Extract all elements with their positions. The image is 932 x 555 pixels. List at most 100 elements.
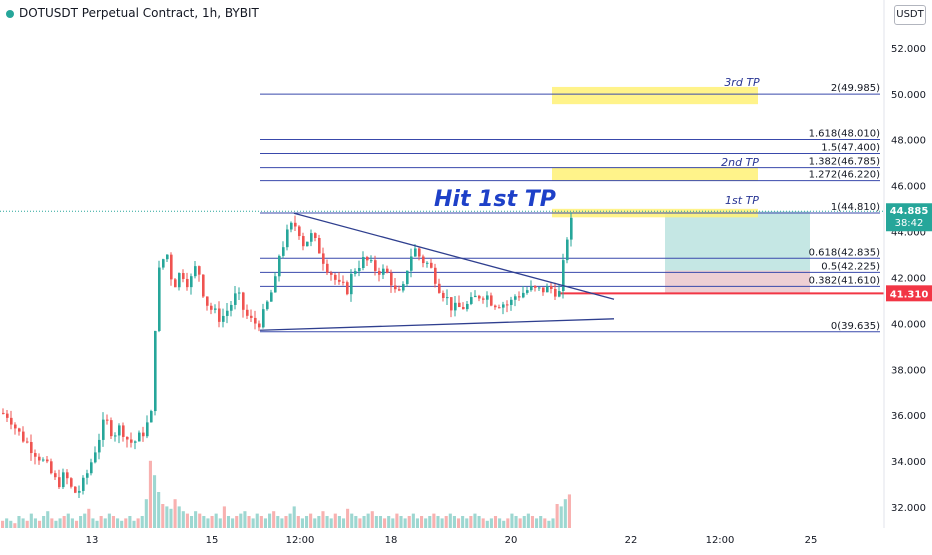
fib-label: 1.618(48.010) — [809, 129, 881, 140]
candle-body — [434, 267, 437, 284]
volume-bar — [522, 516, 526, 528]
volume-bar — [140, 516, 144, 528]
candle-body — [418, 248, 421, 257]
volume-bar — [535, 518, 539, 528]
volume-bar — [333, 513, 337, 528]
volume-bar — [415, 518, 420, 528]
volume-bar — [461, 516, 465, 528]
candle-body — [6, 413, 9, 418]
candle-body — [350, 273, 353, 295]
candle-body — [54, 473, 57, 478]
volume-bar — [9, 520, 13, 528]
volume-bar — [157, 492, 161, 528]
candle-body — [218, 308, 221, 322]
volume-bar — [563, 499, 567, 528]
headline-annotation: Hit 1st TP — [434, 187, 556, 212]
candle-body — [498, 307, 501, 309]
volume-bar — [272, 511, 276, 528]
volume-bar — [177, 506, 181, 528]
upper-trendline — [293, 212, 615, 300]
candle-body — [198, 266, 201, 275]
volume-bar — [440, 518, 444, 528]
candle-body — [182, 273, 185, 279]
candle-body — [546, 286, 549, 293]
candle-body — [290, 222, 293, 230]
y-tick-label: 40.000 — [891, 319, 926, 330]
candle-body — [174, 279, 177, 288]
volume-bar — [5, 518, 9, 528]
volume-bar — [206, 518, 210, 528]
labels-layer: 0(39.635) 0.382(41.610) 0.5(42.225) 0.618(4… — [434, 76, 880, 332]
candle-body — [230, 304, 233, 311]
volume-bar — [132, 520, 136, 528]
candle-body — [30, 442, 33, 454]
fib-label: 1.382(46.785) — [809, 157, 881, 168]
x-tick-label: 22 — [625, 535, 638, 546]
candle-body — [306, 241, 309, 247]
volume-bar — [547, 520, 551, 528]
candle-body — [150, 411, 153, 423]
volume-bar — [33, 518, 37, 528]
candle-body — [410, 256, 413, 271]
candle-body — [502, 304, 505, 308]
candle-body — [134, 441, 137, 443]
candle-body — [358, 268, 361, 272]
volume-bar — [543, 518, 547, 528]
volume-bar — [54, 520, 58, 528]
volume-bar — [17, 516, 21, 528]
volume-bar — [1, 520, 5, 528]
volume-bar — [424, 518, 428, 528]
candle-body — [526, 290, 529, 293]
fib-label: 1.5(47.400) — [821, 143, 880, 154]
candle-body — [414, 248, 417, 257]
volume-bar — [13, 523, 17, 528]
candle-body — [262, 309, 265, 328]
volume-bar — [91, 518, 95, 528]
candle-body — [130, 439, 133, 443]
candle-body — [334, 274, 337, 280]
candle-body — [62, 472, 65, 488]
volume-bar — [259, 516, 263, 528]
volume-bar — [366, 513, 370, 528]
candle-body — [298, 226, 301, 237]
fib-label: 1(44.810) — [831, 202, 880, 213]
volume-bar — [518, 518, 522, 528]
candle-body — [66, 472, 69, 479]
candle-body — [110, 420, 113, 437]
volume-bar — [70, 518, 74, 528]
candle-body — [114, 435, 117, 437]
volume-bar — [489, 518, 493, 528]
volume-bar — [477, 516, 481, 528]
x-tick-label: 20 — [505, 535, 518, 546]
volume-bar — [481, 518, 485, 528]
candle-body — [222, 315, 225, 322]
volume-bar — [235, 516, 239, 528]
currency-button[interactable]: USDT — [894, 5, 926, 25]
volume-bar — [222, 506, 226, 528]
volume-bar — [432, 513, 436, 528]
y-tick-label: 34.000 — [891, 457, 926, 468]
volume-bar — [559, 506, 563, 528]
x-tick-label: 18 — [385, 535, 398, 546]
reference-lines-layer — [0, 93, 884, 333]
candle-body — [146, 422, 149, 437]
y-tick-label: 42.000 — [891, 273, 926, 284]
volume-bar — [37, 520, 42, 528]
volume-bar — [95, 520, 99, 528]
candle-body — [402, 284, 405, 291]
volume-bar — [329, 518, 333, 528]
candle-body — [378, 270, 381, 275]
candle-body — [302, 236, 305, 247]
tp-label: 2nd TP — [721, 156, 759, 169]
candle-body — [2, 412, 5, 414]
candle-body — [466, 303, 469, 310]
volume-bar — [99, 516, 103, 528]
candle-body — [470, 297, 473, 304]
volume-bar — [239, 513, 243, 528]
volume-bar — [148, 460, 152, 528]
volume-bar — [124, 518, 128, 528]
chart-title-text: DOTUSDT Perpetual Contract, 1h, BYBIT — [19, 6, 259, 20]
volume-bar — [226, 516, 231, 528]
